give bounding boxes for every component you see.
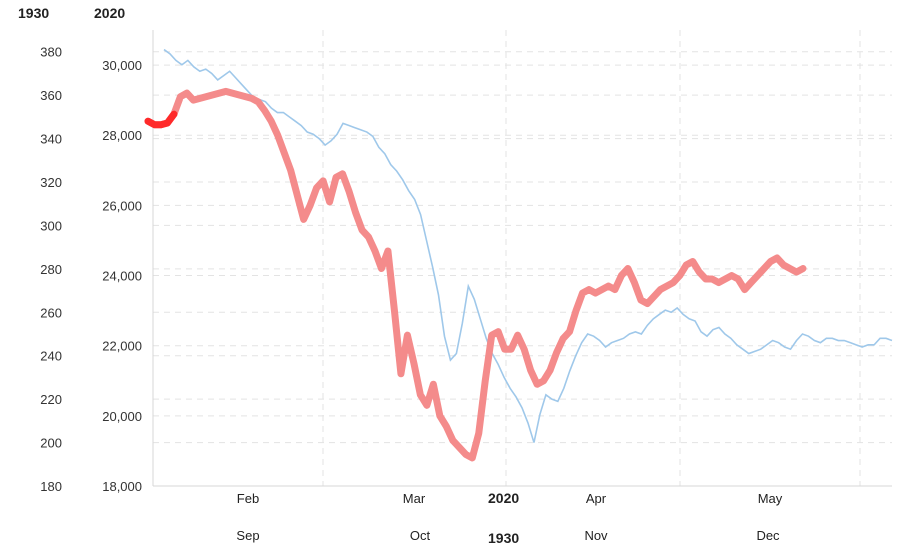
left-tick-label: 240 [40, 349, 62, 364]
x-axis-2020-label: 2020 [488, 490, 519, 506]
x-axis-1930-month: Dec [756, 528, 780, 543]
x-axis-1930-month: Oct [410, 528, 431, 543]
x-axis-2020-month: Mar [403, 491, 426, 506]
right-tick-label: 20,000 [102, 409, 142, 424]
x-axis-1930-label: 1930 [488, 530, 519, 546]
x-axis-1930-ticks: Sep Oct Nov Dec [236, 528, 780, 543]
x-axis-2020-month: Apr [586, 491, 607, 506]
left-tick-label: 280 [40, 262, 62, 277]
left-tick-label: 200 [40, 436, 62, 451]
right-tick-label: 30,000 [102, 58, 142, 73]
right-ticks: 18,000 20,000 22,000 24,000 26,000 28,000 30,0… [102, 58, 142, 494]
left-tick-label: 220 [40, 392, 62, 407]
x-axis-2020-month: Feb [237, 491, 259, 506]
x-axis-1930-month: Sep [236, 528, 259, 543]
series-2020-start-segment [144, 110, 178, 129]
left-tick-label: 320 [40, 175, 62, 190]
left-tick-label: 360 [40, 88, 62, 103]
left-axis-label: 1930 [18, 5, 49, 21]
right-tick-label: 18,000 [102, 479, 142, 494]
series-1930-line [163, 48, 893, 443]
left-tick-label: 260 [40, 305, 62, 320]
x-axis-1930-month: Nov [584, 528, 608, 543]
left-tick-label: 380 [40, 45, 62, 60]
x-axis-2020-month: May [758, 491, 783, 506]
left-tick-label: 340 [40, 132, 62, 147]
right-tick-label: 24,000 [102, 269, 142, 284]
series-2020-start [144, 110, 178, 129]
left-ticks: 180 200 220 240 260 280 300 320 340 360 380 [40, 45, 62, 494]
right-tick-label: 28,000 [102, 128, 142, 143]
left-tick-label: 300 [40, 218, 62, 233]
right-tick-label: 22,000 [102, 339, 142, 354]
x-axis-2020-ticks: Feb Mar Apr May [237, 491, 783, 506]
series-2020-line [144, 87, 807, 462]
right-tick-label: 26,000 [102, 198, 142, 213]
left-tick-label: 180 [40, 479, 62, 494]
right-axis-label: 2020 [94, 5, 125, 21]
